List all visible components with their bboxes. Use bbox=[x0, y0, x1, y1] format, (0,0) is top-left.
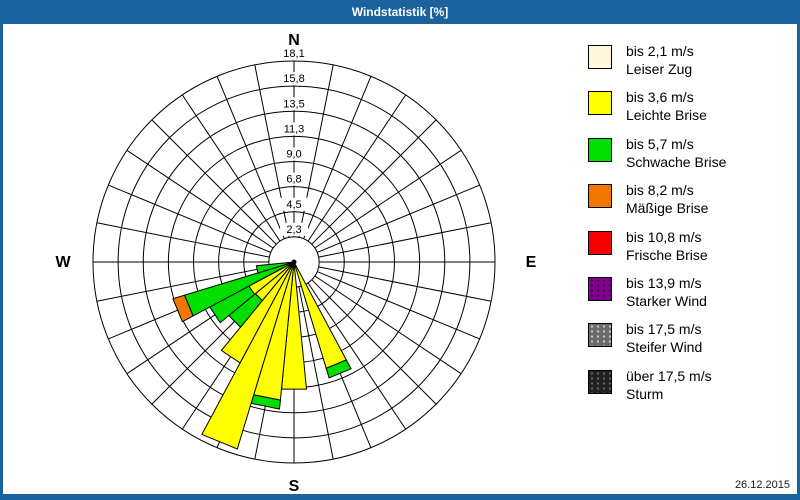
legend-speed-label: über 17,5 m/s bbox=[626, 367, 712, 384]
legend-item-leiser-zug: bis 2,1 m/s Leiser Zug bbox=[588, 42, 794, 86]
rose-center-dot bbox=[291, 259, 297, 265]
legend-swatch-steifer-wind bbox=[588, 323, 612, 348]
ring-label-bg bbox=[280, 72, 308, 86]
legend-name-label: Leiser Zug bbox=[626, 61, 693, 77]
legend-speed-label: bis 17,5 m/s bbox=[626, 321, 702, 338]
ring-label: 15,8 bbox=[283, 73, 304, 85]
title-bar: Windstatistik [%] bbox=[0, 0, 800, 24]
ring-label: 11,3 bbox=[284, 123, 305, 135]
ring-label-bg bbox=[280, 172, 308, 186]
wind-rose-chart: 2,3 4,5 6,8 9,0 11,3 13,5 15,8 18,1N E S W bbox=[55, 32, 537, 494]
legend-speed-label: bis 2,1 m/s bbox=[626, 43, 694, 59]
legend-swatch-leiser-zug bbox=[588, 45, 612, 69]
legend-swatch-sturm bbox=[588, 369, 612, 394]
legend-text-steifer-wind: bis 17,5 m/s Steifer Wind bbox=[626, 320, 702, 356]
grid-spoke bbox=[314, 149, 462, 249]
ring-label-bg bbox=[280, 147, 308, 161]
legend-item-steifer-wind: bis 17,5 m/s Steifer Wind bbox=[588, 320, 794, 364]
legend-text-maessige-brise: bis 8,2 m/s Mäßige Brise bbox=[626, 181, 708, 217]
grid-spoke bbox=[151, 119, 277, 245]
petal-segment-SSE bbox=[325, 359, 352, 379]
ring-label-bg bbox=[280, 222, 308, 236]
legend-text-sturm: über 17,5 m/s Sturm bbox=[626, 367, 712, 403]
ring-label-bg bbox=[280, 97, 308, 111]
ring-label: 2,3 bbox=[286, 224, 301, 236]
legend-name-label: Sturm bbox=[626, 385, 664, 402]
legend-item-leichte-brise: bis 3,6 m/s Leichte Brise bbox=[588, 88, 794, 132]
legend-name-label: Steifer Wind bbox=[626, 339, 703, 356]
grid-spoke bbox=[96, 222, 270, 258]
ring-label: 18,1 bbox=[283, 48, 304, 60]
legend-name-label: Starker Wind bbox=[626, 293, 707, 309]
legend-speed-label: bis 10,8 m/s bbox=[626, 228, 702, 245]
legend-swatch-schwache-brise bbox=[588, 137, 612, 162]
legend-text-leichte-brise: bis 3,6 m/s Leichte Brise bbox=[626, 88, 707, 124]
legend-speed-label: bis 5,7 m/s bbox=[626, 135, 694, 152]
petal-segment-WbS bbox=[255, 261, 295, 274]
grid-spoke bbox=[314, 275, 462, 375]
compass-label-N: N bbox=[288, 32, 300, 49]
legend-item-sturm: über 17,5 m/s Sturm bbox=[588, 367, 794, 411]
grid-spoke bbox=[307, 94, 407, 242]
ring-label: 13,5 bbox=[283, 98, 304, 110]
grid-spoke bbox=[317, 271, 480, 340]
grid-spoke bbox=[96, 266, 270, 302]
legend-swatch-starker-wind bbox=[588, 277, 612, 301]
ring-label: 4,5 bbox=[286, 199, 301, 211]
legend-text-leiser-zug: bis 2,1 m/s Leiser Zug bbox=[626, 42, 694, 78]
grid-spoke bbox=[108, 184, 271, 253]
ring-label-bg bbox=[280, 197, 308, 211]
compass-label-E: E bbox=[526, 254, 537, 271]
grid-spoke bbox=[181, 94, 281, 242]
grid-spoke bbox=[311, 279, 437, 405]
legend-item-maessige-brise: bis 8,2 m/s Mäßige Brise bbox=[588, 181, 794, 225]
grid-spoke bbox=[317, 184, 480, 253]
grid-spoke bbox=[318, 222, 492, 258]
compass-label-W: W bbox=[55, 254, 71, 271]
ring-label-bg bbox=[280, 122, 308, 136]
ring-label: 9,0 bbox=[286, 149, 301, 161]
compass-label-S: S bbox=[289, 478, 300, 494]
grid-spoke bbox=[311, 119, 437, 245]
grid-spoke bbox=[126, 149, 274, 249]
grid-spoke bbox=[303, 76, 372, 239]
grid-spoke bbox=[318, 266, 492, 302]
legend-item-starker-wind: bis 13,9 m/s Starker Wind bbox=[588, 274, 794, 318]
chart-panel: 2,3 4,5 6,8 9,0 11,3 13,5 15,8 18,1 N E S W bis 2,1… bbox=[3, 24, 797, 494]
legend-speed-label: bis 3,6 m/s bbox=[626, 89, 694, 106]
legend: bis 2,1 m/s Leiser Zug bis 3,6 m/s Leichte … bbox=[588, 42, 794, 484]
legend-name-label: Leichte Brise bbox=[626, 107, 707, 124]
legend-name-label: Mäßige Brise bbox=[626, 200, 709, 217]
legend-name-label: Schwache Brise bbox=[626, 153, 727, 170]
legend-swatch-leichte-brise bbox=[588, 91, 612, 116]
petal-segment-WSW bbox=[172, 294, 194, 323]
grid-spoke bbox=[298, 286, 334, 460]
legend-swatch-maessige-brise bbox=[588, 184, 612, 209]
legend-name-label: Frische Brise bbox=[626, 246, 708, 263]
ring-label: 6,8 bbox=[286, 174, 301, 186]
legend-swatch-frische-brise bbox=[588, 230, 612, 255]
grid-spoke bbox=[216, 76, 285, 239]
legend-item-frische-brise: bis 10,8 m/s Frische Brise bbox=[588, 228, 794, 272]
legend-item-schwache-brise: bis 5,7 m/s Schwache Brise bbox=[588, 135, 794, 179]
grid-spoke bbox=[307, 282, 407, 430]
legend-text-schwache-brise: bis 5,7 m/s Schwache Brise bbox=[626, 135, 726, 171]
legend-speed-label: bis 13,9 m/s bbox=[626, 275, 702, 291]
legend-text-frische-brise: bis 10,8 m/s Frische Brise bbox=[626, 228, 708, 264]
legend-text-starker-wind: bis 13,9 m/s Starker Wind bbox=[626, 274, 707, 310]
window-title: Windstatistik [%] bbox=[351, 5, 449, 19]
date-label: 26.12.2015 bbox=[734, 479, 790, 491]
legend-speed-label: bis 8,2 m/s bbox=[626, 182, 694, 199]
ring-label-bg bbox=[280, 47, 308, 60]
